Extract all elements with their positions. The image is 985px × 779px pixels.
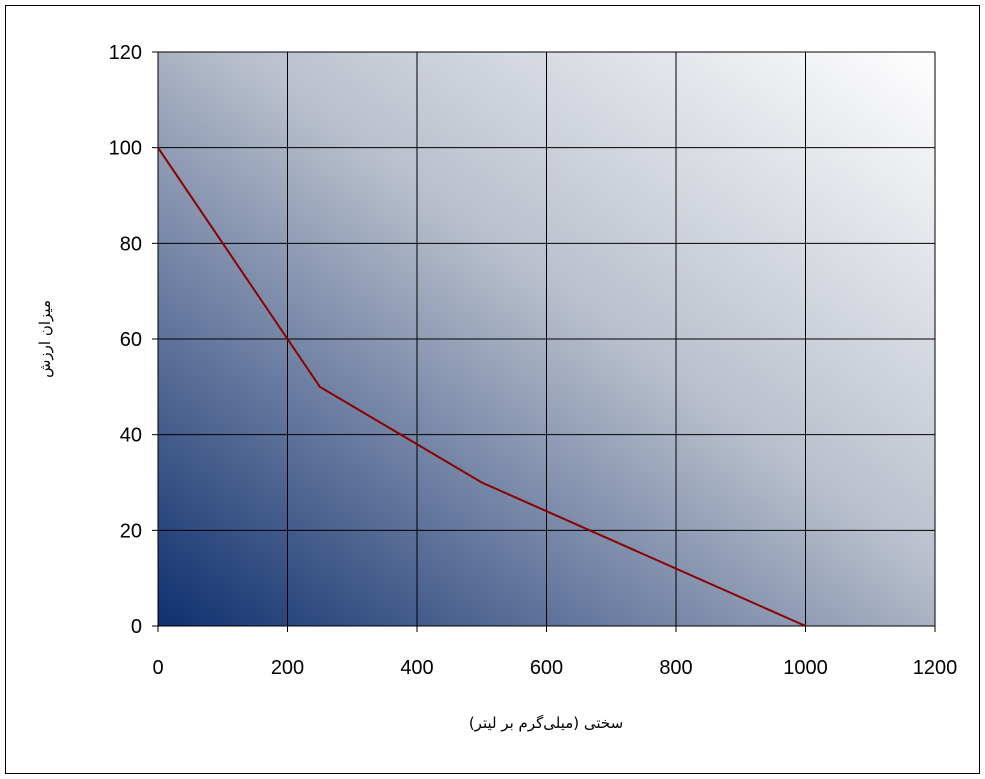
x-tick-label: 200 [271, 657, 304, 679]
x-tick-label: 1200 [913, 657, 958, 679]
x-axis-title: سختی (میلی‌گرم بر لیتر) [469, 714, 623, 732]
y-tick-label: 20 [120, 520, 142, 542]
grid-lines [152, 51, 936, 632]
y-tick-label: 120 [109, 42, 142, 64]
y-tick-label: 100 [109, 138, 142, 160]
y-tick-label: 40 [120, 425, 142, 447]
x-tick-label: 400 [400, 657, 433, 679]
tick-labels: 0 200 400 600 800 1000 1200 0 20 40 60 80 100 120 [109, 42, 958, 679]
x-tick-label: 600 [530, 657, 563, 679]
series-layer [157, 147, 806, 627]
x-tick-label: 0 [152, 657, 163, 679]
y-tick-label: 0 [131, 616, 142, 638]
x-tick-label: 1000 [783, 657, 828, 679]
y-axis-title: میزان ارزش [36, 300, 54, 378]
y-tick-label: 80 [120, 233, 142, 255]
y-tick-label: 60 [120, 329, 142, 351]
x-tick-label: 800 [659, 657, 692, 679]
